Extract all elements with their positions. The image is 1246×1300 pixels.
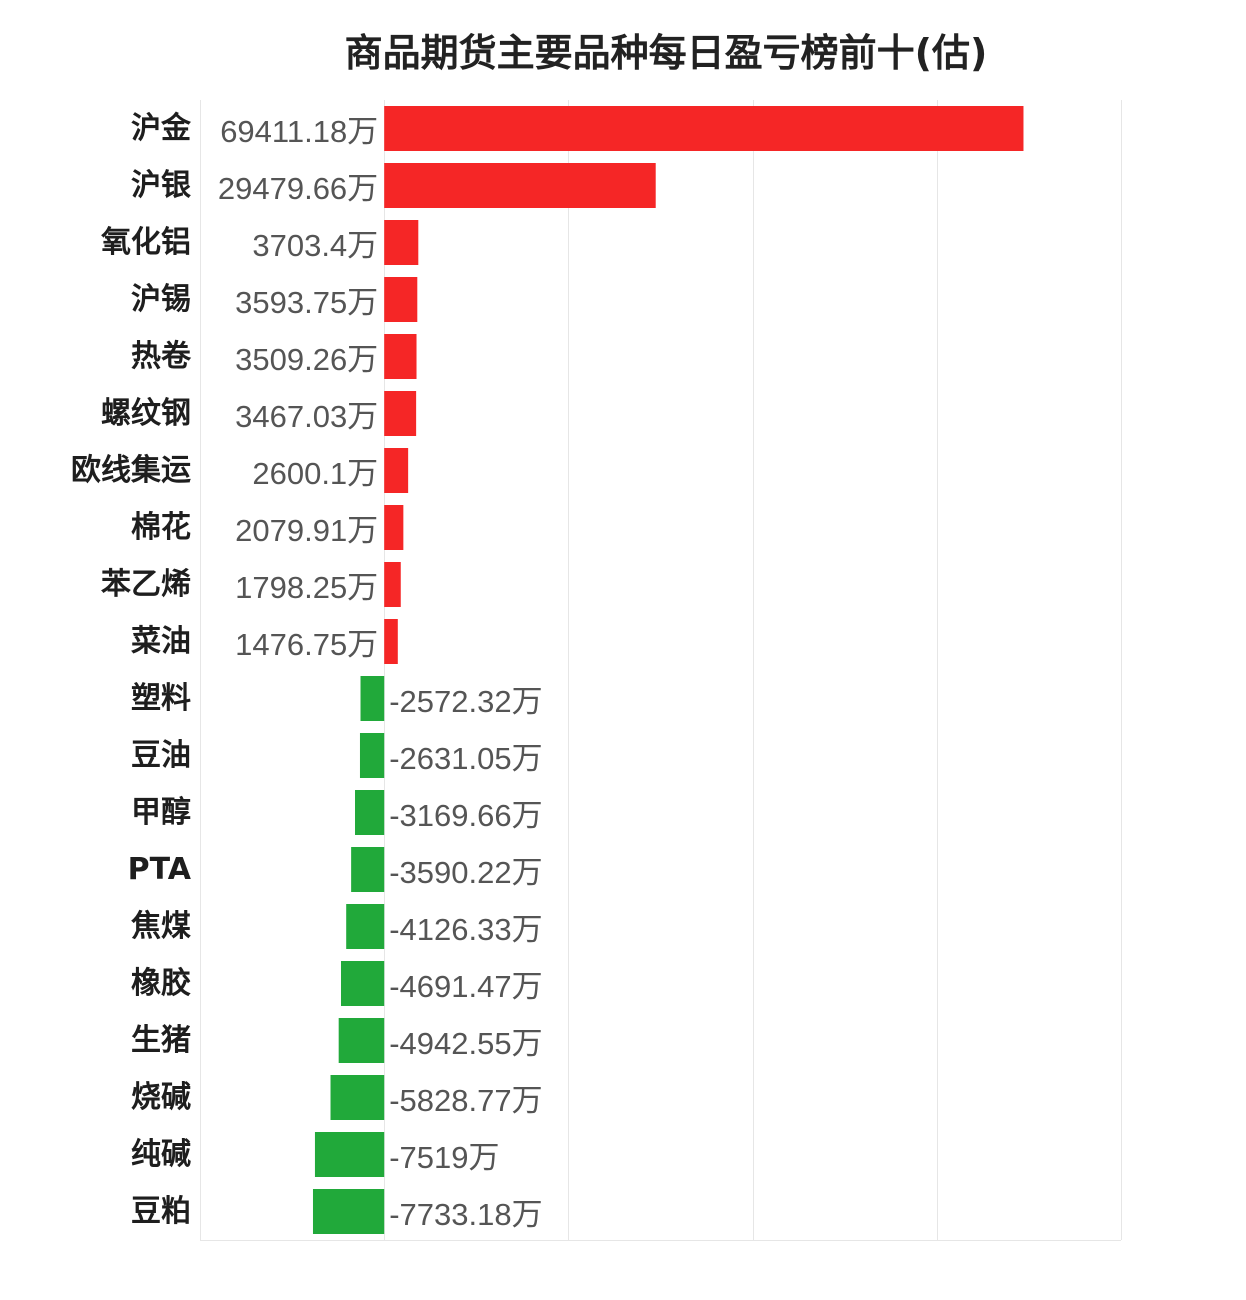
value-label: -2631.05万 xyxy=(389,741,542,776)
bar-9 xyxy=(384,619,398,664)
bar-0 xyxy=(384,106,1024,151)
value-label: 2079.91万 xyxy=(235,513,378,548)
category-label: 菜油 xyxy=(131,624,191,659)
category-label: 甲醇 xyxy=(131,795,191,830)
bar-2 xyxy=(384,220,419,265)
category-label: 焦煤 xyxy=(131,909,191,944)
chart-title: 商品期货主要品种每日盈亏榜前十(估) xyxy=(344,31,988,75)
value-label: -2572.32万 xyxy=(389,684,542,719)
bar-19 xyxy=(312,1189,385,1234)
value-label: -4942.55万 xyxy=(389,1026,542,1061)
value-label: 2600.1万 xyxy=(252,456,378,491)
bar-12 xyxy=(355,790,385,835)
value-label: -5828.77万 xyxy=(389,1083,542,1118)
bar-16 xyxy=(338,1018,385,1063)
value-label: -3169.66万 xyxy=(389,798,542,833)
category-label: 热卷 xyxy=(131,339,192,374)
category-label: 塑料 xyxy=(131,681,191,716)
category-label: PTA xyxy=(128,852,192,887)
bar-3 xyxy=(384,277,418,322)
category-label: 苯乙烯 xyxy=(101,567,191,602)
bar-18 xyxy=(314,1132,385,1177)
bar-8 xyxy=(384,562,401,607)
bar-6 xyxy=(384,448,409,493)
category-label: 欧线集运 xyxy=(71,453,191,488)
category-label: 纯碱 xyxy=(131,1137,191,1172)
bar-10 xyxy=(360,676,385,721)
category-label: 沪金 xyxy=(131,111,192,146)
bar-1 xyxy=(384,163,656,208)
category-label: 豆油 xyxy=(131,738,191,773)
bar-4 xyxy=(384,334,417,379)
value-label: -7733.18万 xyxy=(389,1197,542,1232)
value-label: 3467.03万 xyxy=(235,399,378,434)
value-label: 3509.26万 xyxy=(235,342,378,377)
category-label: 沪锡 xyxy=(131,282,191,317)
category-label: 沪银 xyxy=(131,168,191,203)
bar-11 xyxy=(359,733,385,778)
value-label: 3703.4万 xyxy=(252,228,378,263)
value-label: -4126.33万 xyxy=(389,912,542,947)
value-label: -3590.22万 xyxy=(389,855,542,890)
value-label: -7519万 xyxy=(389,1140,499,1175)
category-label: 生猪 xyxy=(131,1023,191,1058)
bar-5 xyxy=(384,391,417,436)
value-label: -4691.47万 xyxy=(389,969,542,1004)
bar-17 xyxy=(330,1075,385,1120)
category-label: 氧化铝 xyxy=(101,225,191,260)
value-label: 1476.75万 xyxy=(235,627,378,662)
value-label: 69411.18万 xyxy=(220,114,378,149)
category-label: 烧碱 xyxy=(131,1080,191,1115)
value-label: 3593.75万 xyxy=(235,285,378,320)
bar-14 xyxy=(346,904,385,949)
category-label: 螺纹钢 xyxy=(101,396,191,431)
bar-7 xyxy=(384,505,404,550)
bar-13 xyxy=(351,847,385,892)
category-label: 橡胶 xyxy=(131,966,191,1001)
bar-15 xyxy=(340,961,385,1006)
category-label: 棉花 xyxy=(131,510,191,545)
category-label: 豆粕 xyxy=(131,1194,191,1229)
value-label: 29479.66万 xyxy=(218,171,378,206)
value-label: 1798.25万 xyxy=(235,570,378,605)
